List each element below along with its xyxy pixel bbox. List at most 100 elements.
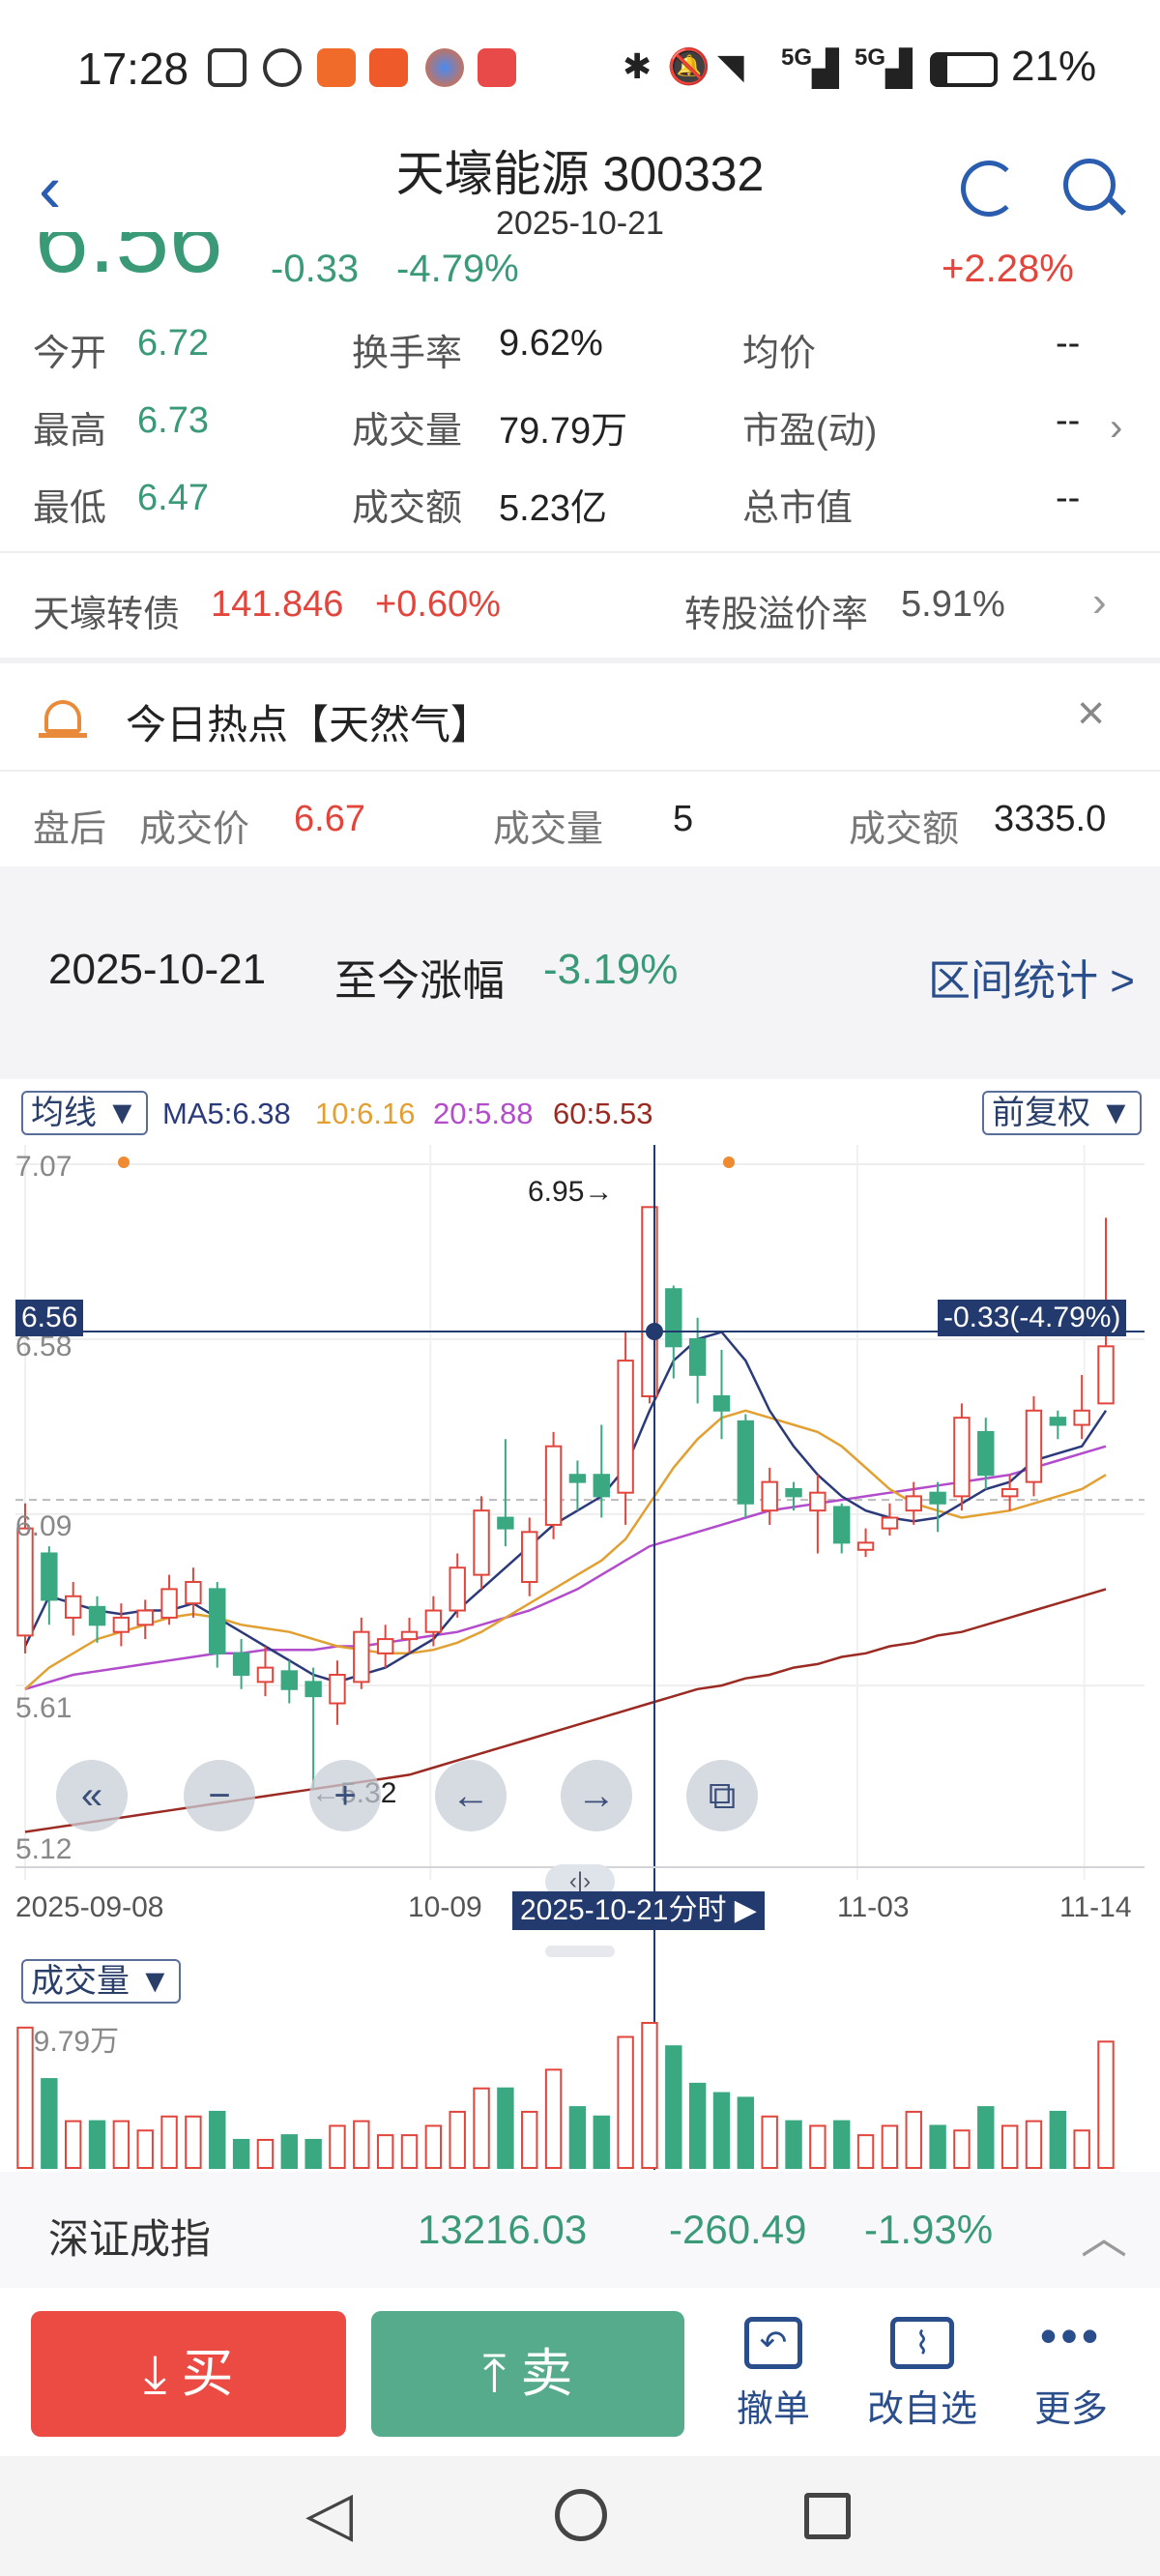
plus-icon[interactable]: +: [309, 1760, 381, 1831]
range-stats-link[interactable]: 区间统计 >: [928, 957, 1135, 1005]
x-tick-1: 2025-09-08: [15, 1891, 164, 1923]
rotate-screen-icon[interactable]: ⧉: [686, 1760, 758, 1831]
refresh-icon[interactable]: [961, 161, 1017, 217]
candle-body: [424, 1609, 443, 1633]
volume-bar: [353, 2120, 370, 2169]
candle-body: [64, 1595, 82, 1619]
crosshair-horizontal: [15, 1331, 1145, 1332]
open-value: 6.72: [137, 323, 209, 364]
crosshair-price: 6.56: [15, 1300, 84, 1336]
y-tick-4: 5.61: [15, 1692, 72, 1724]
high-value: 6.73: [137, 400, 209, 441]
chevron-right-icon[interactable]: ›: [1110, 406, 1123, 449]
bond-row[interactable]: 天壕转债 141.846 +0.60% 转股溢价率 5.91% ›: [0, 553, 1160, 658]
ma5-value: MA5:6.38: [162, 1097, 291, 1130]
avg-value: --: [1056, 323, 1081, 364]
volume-label: 成交量: [352, 411, 463, 452]
volume-bar: [521, 2110, 538, 2170]
back-icon[interactable]: ‹: [39, 151, 62, 226]
buy-button[interactable]: ⤓ 买: [31, 2311, 346, 2437]
hot-topic-banner[interactable]: 今日热点【天然气】 ×: [0, 663, 1160, 770]
ma20-value: 20:5.88: [433, 1097, 534, 1130]
avg-label: 均价: [742, 334, 817, 374]
x-tick-2: 10-09: [408, 1891, 482, 1923]
volume-bar: [16, 2026, 34, 2169]
index-value: 13216.03: [418, 2207, 588, 2252]
nfc-icon: [208, 48, 246, 87]
index-name: 深证成指: [48, 2216, 212, 2262]
ma-dropdown[interactable]: 均线 ▼: [21, 1091, 149, 1135]
ma10-line: [24, 1409, 1107, 1690]
candle-body: [256, 1666, 275, 1683]
volume-bar: [617, 2035, 634, 2169]
app-notify-icon-3: [425, 48, 464, 87]
range-date: 2025-10-21: [48, 946, 267, 993]
nav-back-icon[interactable]: ◁: [305, 2478, 354, 2548]
volume-dropdown[interactable]: 成交量 ▼: [21, 1959, 182, 2004]
volume-bar: [856, 2134, 875, 2169]
volume-bar: [881, 2124, 899, 2169]
alarm-bell-icon: [39, 692, 87, 741]
premium-label: 转股溢价率: [684, 595, 869, 635]
ma5-line: [23, 1331, 1108, 1683]
candle-body: [761, 1480, 778, 1512]
volume-bars: [16, 2022, 1115, 2170]
price-change-pct: -4.79%: [396, 248, 519, 288]
arrow-left-icon[interactable]: ←: [435, 1760, 507, 1831]
chevron-up-icon[interactable]: ︿: [1081, 2212, 1128, 2264]
volume-bar: [929, 2124, 946, 2169]
volume-bar: [641, 2022, 658, 2169]
price-row-clipped: 6.56 -0.33 -4.79% +2.28%: [0, 232, 1160, 288]
zoom-out-far-icon[interactable]: «: [56, 1760, 128, 1831]
app-notify-icon-2: [369, 48, 408, 87]
app-notify-icon-1: [317, 48, 356, 87]
bluetooth-icon: ✱: [623, 46, 652, 86]
sell-button[interactable]: ⤒ 卖: [371, 2311, 684, 2437]
resize-handle[interactable]: [545, 1946, 615, 1957]
volume-bar: [544, 2068, 563, 2169]
volume-bar: [232, 2138, 250, 2169]
amount-label: 成交额: [352, 488, 463, 529]
candle-body: [977, 1430, 995, 1477]
candle-body: [905, 1495, 922, 1512]
volume-bar: [712, 2092, 731, 2169]
candle-body: [112, 1616, 130, 1633]
cancel-order-tool[interactable]: ↶ 撤单: [706, 2317, 841, 2432]
ah-price-label: 成交价: [139, 809, 250, 850]
index-pct: -1.93%: [864, 2207, 994, 2252]
search-icon[interactable]: [1063, 159, 1126, 226]
adjust-dropdown[interactable]: 前复权 ▼: [982, 1091, 1143, 1135]
bond-price: 141.846: [211, 584, 344, 625]
volume-bar: [905, 2110, 922, 2170]
index-bar[interactable]: 深证成指 13216.03 -260.49 -1.93% ︿: [0, 2172, 1160, 2288]
nav-recents-icon[interactable]: [804, 2493, 851, 2539]
close-icon[interactable]: ×: [1077, 686, 1106, 740]
x-tick-4: 11-14: [1059, 1891, 1132, 1923]
low-value: 6.47: [137, 478, 209, 518]
ah-amt-label: 成交额: [849, 809, 960, 850]
arrow-right-icon[interactable]: →: [561, 1760, 632, 1831]
nav-home-icon[interactable]: [555, 2489, 607, 2541]
candle-body: [160, 1588, 178, 1619]
mcap-value: --: [1056, 478, 1081, 518]
candle-body: [617, 1360, 634, 1494]
volume-bar: [737, 2096, 755, 2169]
cursor-date-button[interactable]: 2025-10-21分时 ▶: [512, 1891, 765, 1930]
event-dot[interactable]: [118, 1156, 130, 1168]
more-tool[interactable]: ••• 更多: [1003, 2312, 1139, 2432]
minus-icon[interactable]: −: [184, 1760, 255, 1831]
kline-chart[interactable]: [0, 1145, 1160, 1880]
candle-body: [497, 1516, 514, 1530]
undo-icon: ↶: [744, 2317, 802, 2369]
y-tick-3: 6.09: [15, 1510, 72, 1542]
candle-body: [929, 1491, 946, 1505]
after-hours-row: 盘后 成交价 6.67 成交量 5 成交额 3335.0: [0, 772, 1160, 866]
event-dot[interactable]: [723, 1156, 735, 1168]
candle-body: [953, 1417, 971, 1498]
candles: [16, 1206, 1115, 1790]
volume-chart: [16, 2022, 1115, 2170]
pe-value: --: [1056, 400, 1081, 441]
edit-watchlist-tool[interactable]: ⌇ 改自选: [855, 2317, 990, 2432]
volume-bar: [761, 2115, 778, 2169]
volume-bar: [160, 2115, 178, 2169]
